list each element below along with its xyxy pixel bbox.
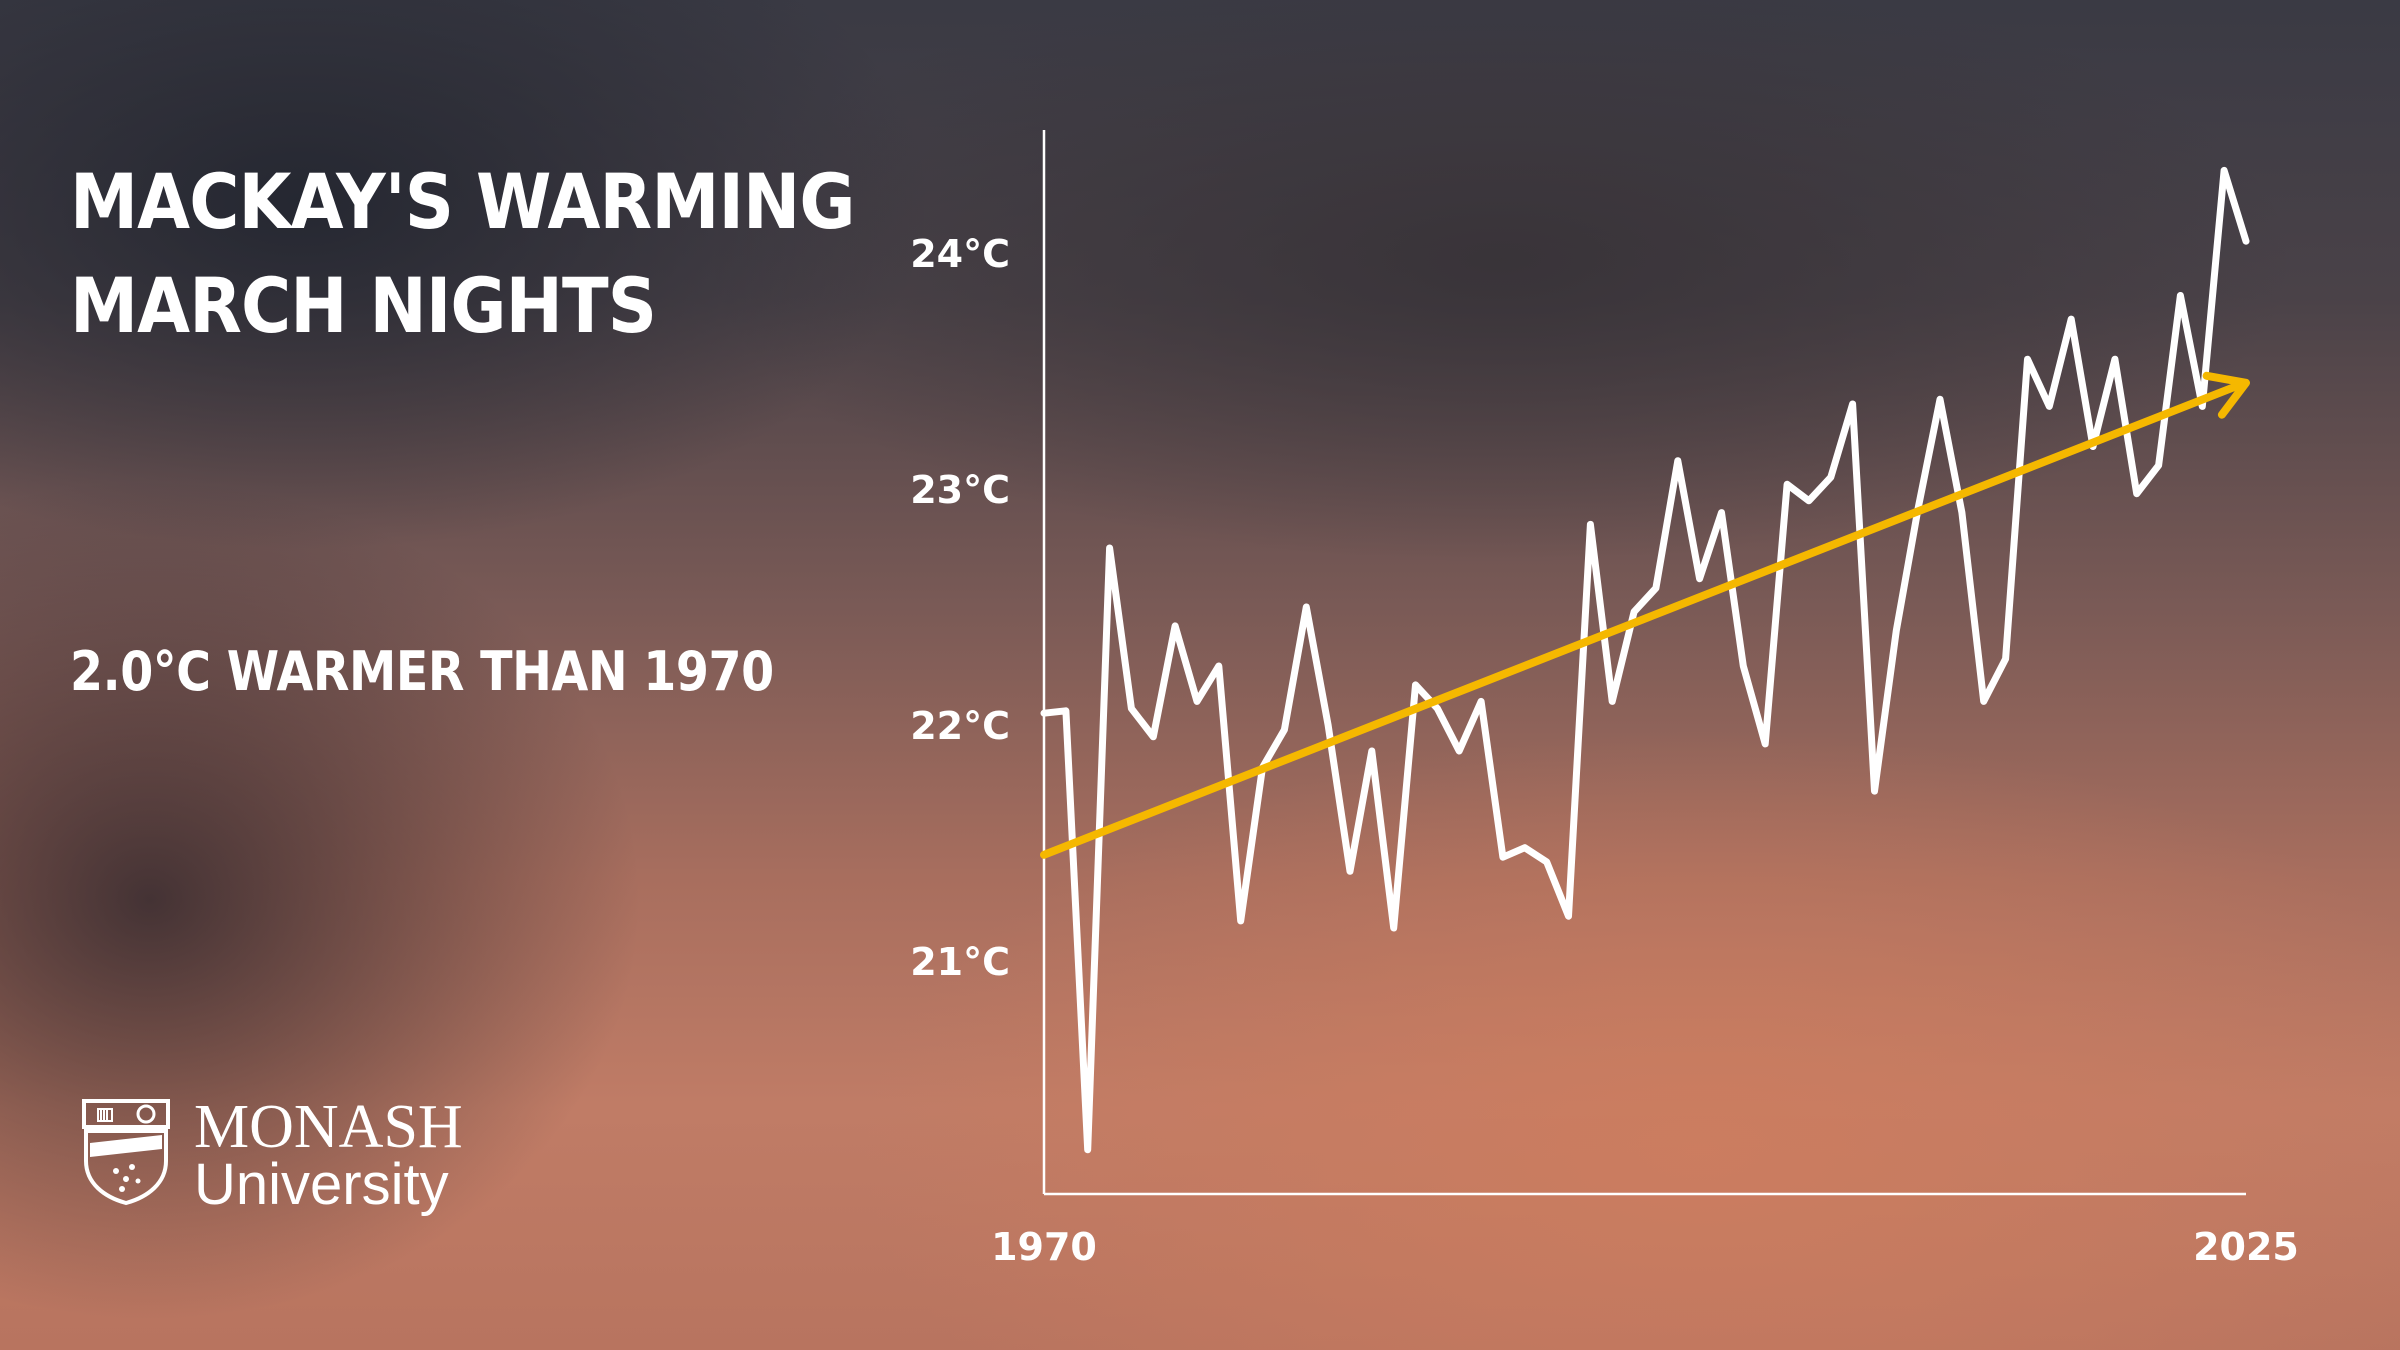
y-tick-label: 24°C [910, 232, 1010, 276]
series-line [1040, 166, 2250, 1154]
logo-text-monash: MONASH [194, 1093, 463, 1161]
x-tick-label: 1970 [991, 1225, 1097, 1269]
trend-arrow-head [2202, 371, 2250, 419]
x-tick-label: 2025 [2193, 1225, 2299, 1269]
chart-subtitle: 2.0°C WARMER THAN 1970 [70, 640, 774, 703]
monash-crest-icon [82, 1099, 170, 1206]
chart-trend [1040, 371, 2250, 859]
monash-university-logo: MONASH University [76, 1095, 496, 1225]
chart-title: MACKAY'S WARMING MARCH NIGHTS [70, 157, 856, 350]
logo-text-university: University [194, 1152, 449, 1217]
trend-arrow-line [1040, 380, 2244, 859]
chart-axes [1042, 130, 2246, 1196]
chart-tick-labels: 21°C 22°C 23°C 24°C 1970 2025 [910, 232, 2299, 1269]
y-tick-label: 22°C [910, 704, 1010, 748]
chart-series [1040, 166, 2250, 1154]
y-tick-label: 23°C [910, 468, 1010, 512]
y-tick-label: 21°C [910, 940, 1010, 984]
